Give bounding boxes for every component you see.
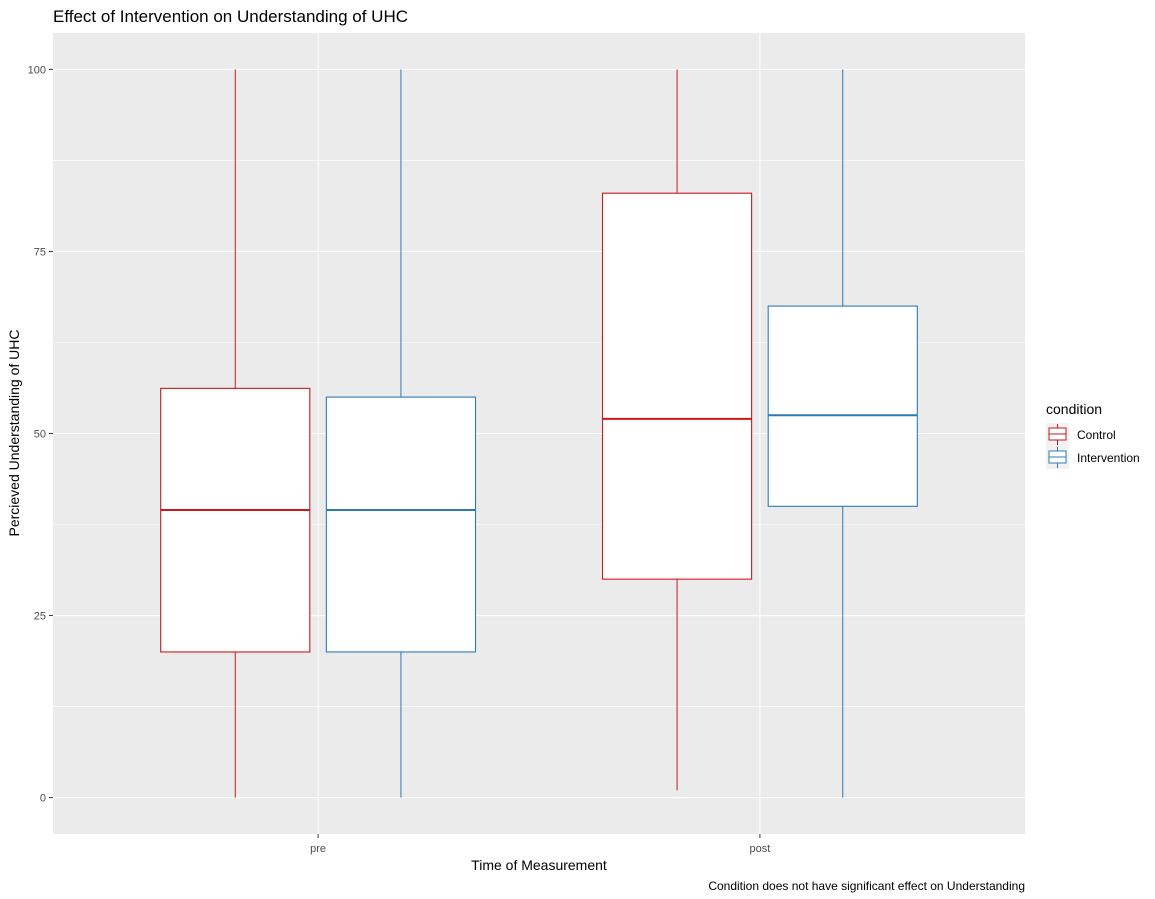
box-series [160,69,918,798]
box-intervention-post [767,69,918,798]
x-axis: pre post [310,834,770,855]
y-axis: 0 25 50 75 100 [28,64,53,805]
legend-items: Control Intervention [1046,423,1140,469]
legend: condition Control Intervention [1046,401,1140,469]
chart-title: Effect of Intervention on Understanding … [53,7,408,26]
x-tick-label: post [750,843,771,855]
x-axis-title: Time of Measurement [471,857,607,873]
box-control-post [601,69,753,791]
y-tick-label: 75 [34,246,46,258]
box-control-pre [160,69,311,798]
legend-title: condition [1046,401,1102,417]
legend-item-intervention: Intervention [1046,446,1140,469]
box-intervention-pre [325,69,477,798]
y-tick-label: 100 [28,64,46,76]
y-tick-label: 50 [34,429,46,441]
iqr-box [160,387,311,653]
iqr-box [767,305,918,507]
y-axis-title: Percieved Understanding of UHC [6,330,22,537]
iqr-box [601,192,753,580]
y-tick-label: 25 [34,611,46,623]
legend-label: Control [1077,428,1116,442]
legend-label: Intervention [1077,451,1140,465]
chart-caption: Condition does not have significant effe… [708,879,1025,893]
x-tick-label: pre [310,843,326,855]
legend-item-control: Control [1046,423,1116,446]
y-tick-label: 0 [40,793,46,805]
iqr-box [325,396,477,653]
